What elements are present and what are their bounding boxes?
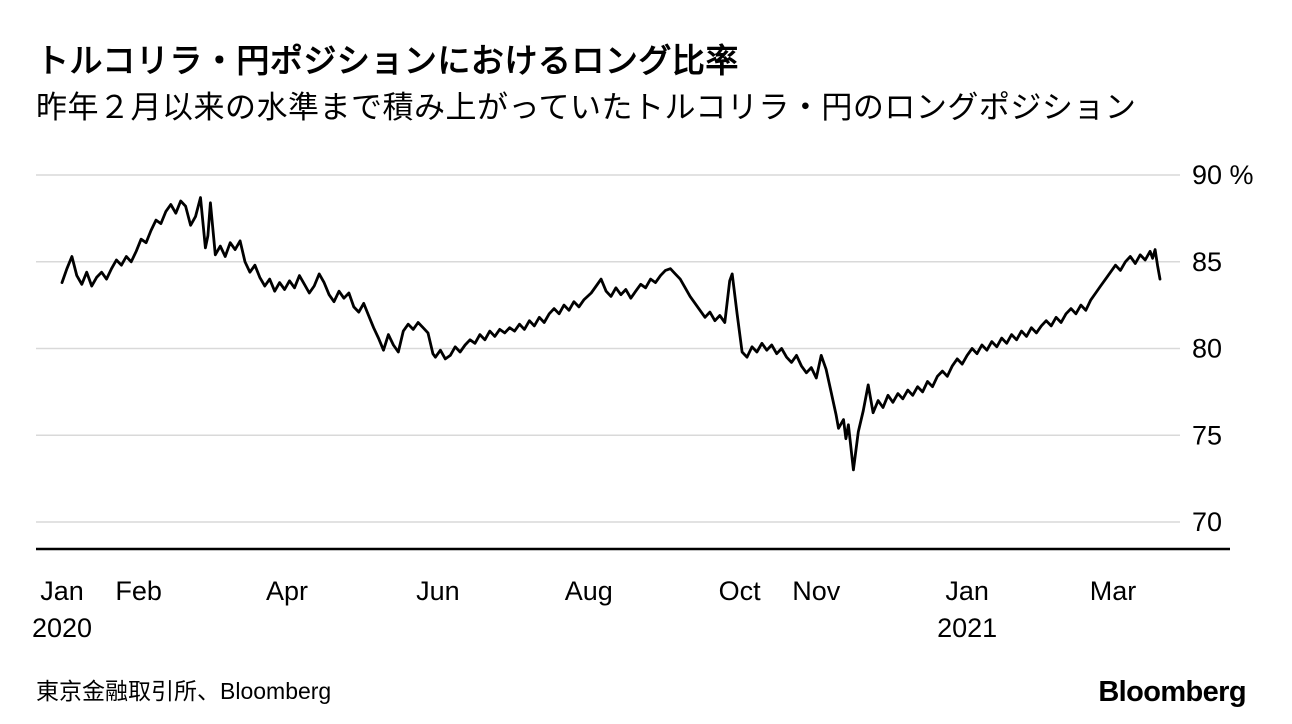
y-tick-label: 80 <box>1192 334 1222 364</box>
y-tick-label: 75 <box>1192 420 1222 450</box>
x-tick-label: Apr <box>266 576 308 606</box>
x-tick-label: Jan <box>40 576 84 606</box>
chart-title: トルコリラ・円ポジションにおけるロング比率 <box>36 42 739 79</box>
x-tick-label: Feb <box>115 576 162 606</box>
x-tick-label: Aug <box>565 576 613 606</box>
x-tick-label: Nov <box>792 576 841 606</box>
chart-subtitle: 昨年２月以来の水準まで積み上がっていたトルコリラ・円のロングポジション <box>36 90 1137 125</box>
y-tick-label: 90 % <box>1192 160 1254 190</box>
x-tick-year-label: 2021 <box>937 613 997 643</box>
x-tick-label: Jun <box>416 576 460 606</box>
bloomberg-logo: Bloomberg <box>1098 676 1246 708</box>
x-tick-year-label: 2020 <box>32 613 92 643</box>
y-tick-label: 70 <box>1192 507 1222 537</box>
source-note: 東京金融取引所、Bloomberg <box>36 678 332 704</box>
x-tick-label: Jan <box>945 576 989 606</box>
series-line <box>60 196 1162 472</box>
x-tick-label: Oct <box>719 576 762 606</box>
x-tick-label: Mar <box>1090 576 1137 606</box>
y-tick-label: 85 <box>1192 247 1222 277</box>
